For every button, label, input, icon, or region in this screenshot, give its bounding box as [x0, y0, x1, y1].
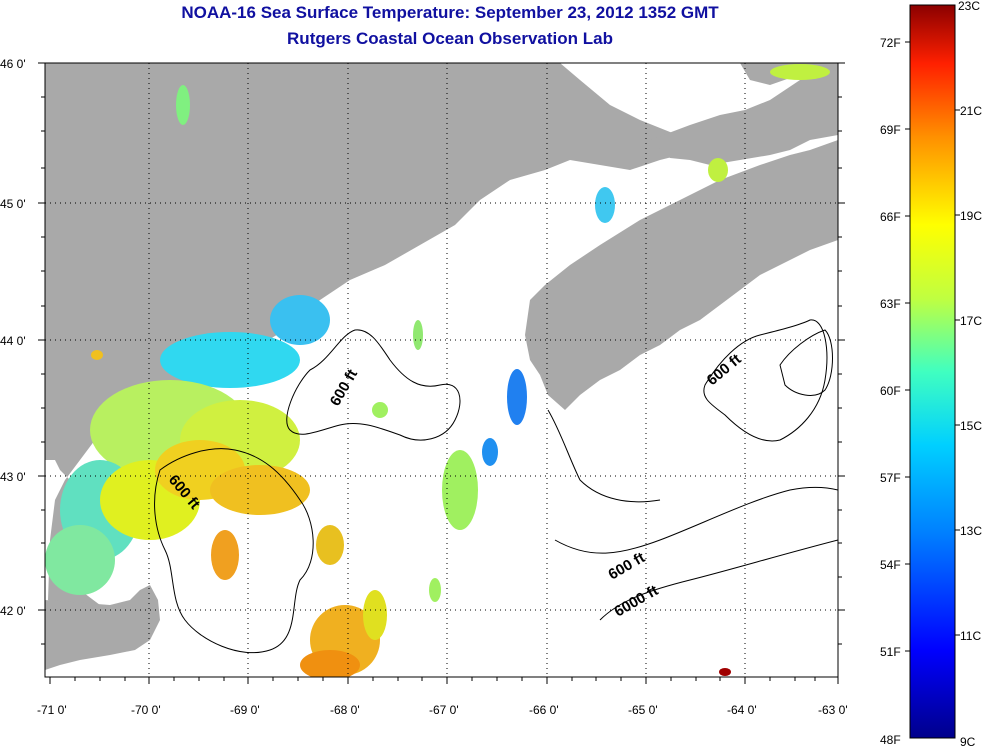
- y-tick-44: 44 0': [0, 334, 26, 348]
- map-panel: 600 ft 600 ft 600 ft 600 ft 6000 ft: [45, 63, 838, 677]
- colorbar-f-69: 69F: [880, 123, 901, 137]
- x-tick-64: -64 0': [727, 703, 757, 717]
- colorbar-gradient: [909, 4, 956, 739]
- x-tick-70: -70 0': [131, 703, 161, 717]
- colorbar-c-19: 19C: [960, 209, 982, 223]
- colorbar-c-9: 9C: [960, 735, 976, 749]
- x-tick-63: -63 0': [818, 703, 848, 717]
- y-tick-45: 45 0': [0, 197, 26, 211]
- y-tick-46: 46 0': [0, 57, 26, 71]
- colorbar-f-51: 51F: [880, 645, 901, 659]
- y-axis: [38, 62, 845, 645]
- colorbar-f-63: 63F: [880, 297, 901, 311]
- x-tick-66: -66 0': [529, 703, 559, 717]
- land-new-england: [45, 63, 700, 615]
- colorbar-f-48: 48F: [880, 733, 901, 747]
- colorbar-f-54: 54F: [880, 558, 901, 572]
- x-tick-69: -69 0': [230, 703, 260, 717]
- grid: [45, 63, 838, 677]
- x-axis: [49, 677, 839, 684]
- x-tick-71: -71 0': [37, 703, 67, 717]
- colorbar: 23C 21C 19C 17C 15C 13C 11C 9C 72F 69F 6…: [880, 0, 982, 749]
- map-title: NOAA-16 Sea Surface Temperature: Septemb…: [181, 3, 719, 22]
- colorbar-c-11: 11C: [960, 629, 981, 643]
- x-tick-67: -67 0': [429, 703, 459, 717]
- land-cape-cod: [45, 585, 160, 670]
- colorbar-c-21: 21C: [960, 104, 982, 118]
- colorbar-c-23: 23C: [958, 0, 980, 13]
- colorbar-c-17: 17C: [960, 314, 982, 328]
- colorbar-f-66: 66F: [880, 210, 901, 224]
- y-tick-43: 43 0': [0, 470, 26, 484]
- sst-patches: [45, 64, 830, 677]
- x-tick-65: -65 0': [628, 703, 658, 717]
- map-frame: [44, 62, 839, 678]
- colorbar-f-60: 60F: [880, 384, 901, 398]
- colorbar-c-13: 13C: [960, 524, 982, 538]
- land-nova-scotia: [525, 140, 838, 410]
- land-cape-breton: [650, 68, 838, 165]
- map-subtitle: Rutgers Coastal Ocean Observation Lab: [287, 29, 613, 48]
- x-tick-68: -68 0': [330, 703, 360, 717]
- colorbar-f-57: 57F: [880, 471, 901, 485]
- colorbar-c-15: 15C: [960, 419, 982, 433]
- y-tick-42: 42 0': [0, 604, 26, 618]
- bathymetry-contours: [154, 319, 838, 654]
- colorbar-f-72: 72F: [880, 36, 901, 50]
